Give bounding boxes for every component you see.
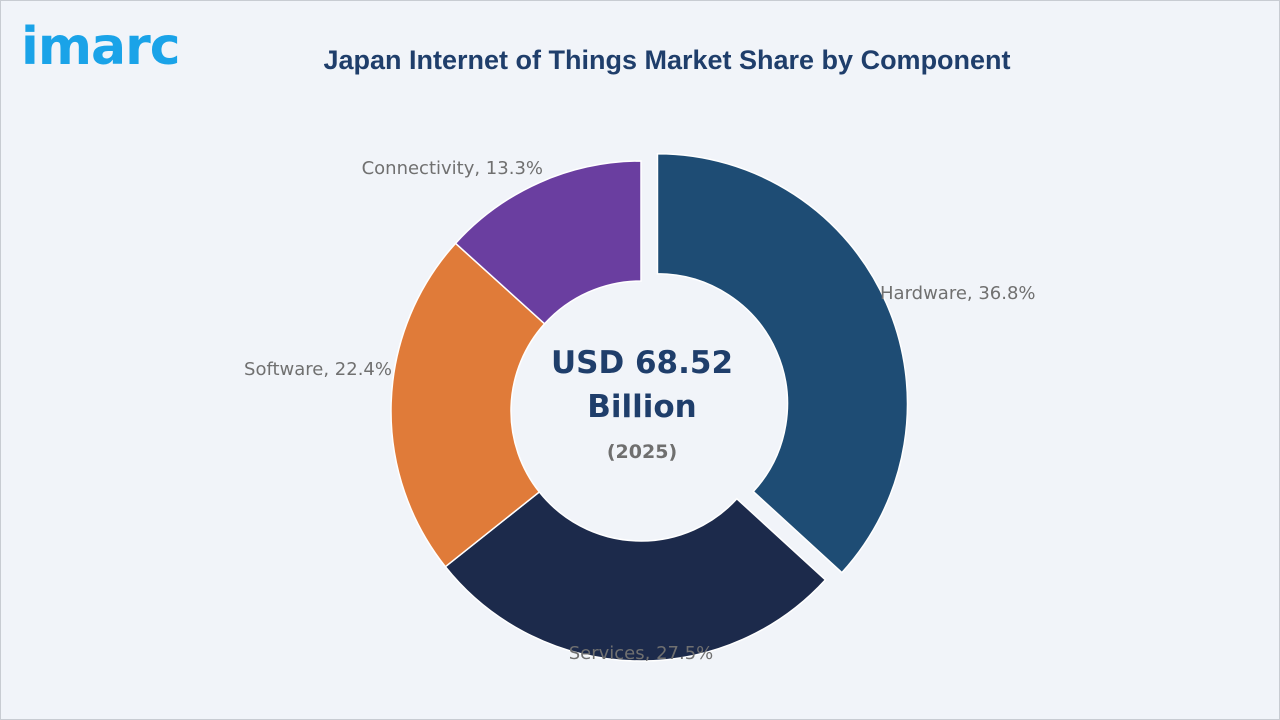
slices-group <box>390 152 909 662</box>
center-value-line1: USD 68.52 <box>551 345 733 381</box>
center-value-line2: Billion <box>587 389 697 425</box>
slice-software <box>390 242 546 568</box>
slice-services <box>444 490 827 662</box>
imarc-logo: imarc <box>21 17 181 77</box>
slice-label-services: Services, 27.5% <box>569 643 714 664</box>
slice-label-connectivity: Connectivity, 13.3% <box>362 158 543 179</box>
slice-connectivity <box>454 160 642 325</box>
slice-label-software: Software, 22.4% <box>244 359 392 380</box>
slice-label-hardware: Hardware, 36.8% <box>880 283 1036 304</box>
center-year: (2025) <box>607 441 677 463</box>
slice-hardware <box>656 152 909 574</box>
chart-title: Japan Internet of Things Market Share by… <box>323 45 1011 75</box>
